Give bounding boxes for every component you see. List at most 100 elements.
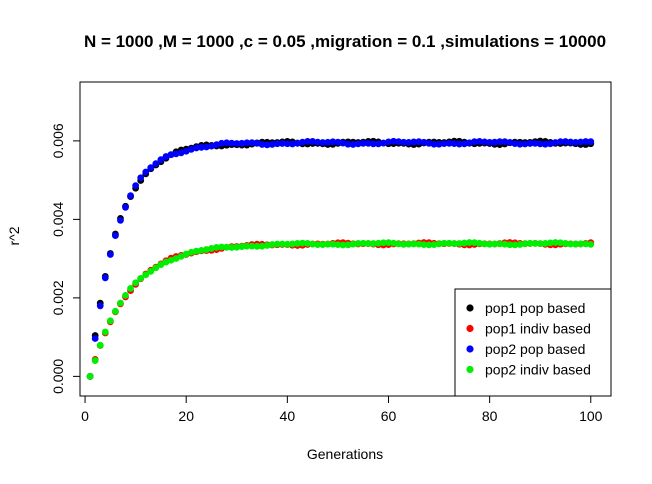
data-point [516,241,524,248]
data-point [324,240,332,248]
data-point [132,182,140,190]
data-point [314,241,322,249]
data-point [112,232,119,240]
legend-marker [466,345,474,353]
x-tick-label: 80 [482,408,498,424]
data-point [551,139,559,146]
data-point [197,247,205,254]
data-point [521,140,529,148]
data-point [455,140,463,148]
data-point [142,271,150,279]
data-point [521,240,529,248]
data-point [491,138,499,146]
data-point [435,240,443,248]
x-axis-label: Generations [307,446,383,462]
data-point [567,138,574,146]
data-point [218,139,226,147]
data-point [395,138,402,146]
data-point [557,138,564,145]
data-point [466,139,473,147]
data-point [349,141,357,148]
data-point [339,139,347,147]
data-point [86,372,94,380]
data-point [197,143,205,151]
data-point [460,239,468,247]
data-point [526,140,534,147]
data-point [385,138,392,146]
x-tick-label: 100 [579,408,603,424]
data-point [122,203,129,211]
data-point [329,240,337,248]
legend-entry: pop2 indiv based [485,362,591,378]
data-point [359,139,367,147]
data-point [425,139,433,147]
data-point [263,141,271,149]
x-tick-label: 20 [178,408,194,424]
data-point [344,140,352,148]
data-point [101,274,109,282]
data-point [218,243,226,251]
data-point [577,240,585,248]
data-point [476,137,483,145]
data-point [142,168,150,176]
data-point [546,239,554,247]
data-point [420,138,428,146]
data-point [415,138,423,146]
legend-box [454,288,612,397]
data-point [536,240,544,248]
data-point [572,138,579,146]
data-point [283,240,291,248]
data-point [390,137,397,145]
legend-entry: pop2 pop based [485,341,585,357]
data-point [400,138,408,146]
x-tick-label: 0 [81,408,89,424]
data-point [228,139,236,147]
data-point [238,243,246,250]
data-point [531,139,539,147]
data-point [380,239,387,247]
data-points [86,137,595,380]
data-point [278,240,286,248]
data-point [192,247,200,255]
data-point [511,241,519,249]
data-point [359,239,367,247]
data-point [106,251,114,258]
data-point [137,274,145,282]
data-point [410,138,418,146]
data-point [385,239,392,247]
data-point [572,240,579,248]
data-point [96,302,104,310]
data-point [157,156,165,164]
data-point [122,291,129,299]
data-point [344,241,352,249]
data-point [152,264,160,272]
data-point [516,140,524,148]
data-point [476,239,483,247]
data-point [587,138,595,146]
data-point [486,138,494,146]
data-point [354,240,362,247]
data-point [486,240,494,248]
data-point [334,241,342,248]
data-point [309,138,317,145]
legend-marker [466,365,474,374]
data-point [187,248,195,256]
data-point [455,240,463,247]
y-axis: 0.000 0.002 0.004 0.006 [50,123,81,394]
data-point [223,243,231,251]
data-point [253,139,261,147]
data-point [450,140,458,148]
x-tick-label: 40 [280,408,296,424]
data-point [562,240,569,247]
data-point [106,317,114,325]
data-point [152,160,160,167]
data-point [420,241,428,248]
data-point [299,239,306,247]
data-point [208,245,215,252]
data-point [253,242,261,250]
y-tick-label: 0.002 [50,280,66,315]
data-point [319,241,327,248]
x-tick-label: 60 [381,408,397,424]
data-point [531,240,539,247]
data-point [466,239,473,246]
